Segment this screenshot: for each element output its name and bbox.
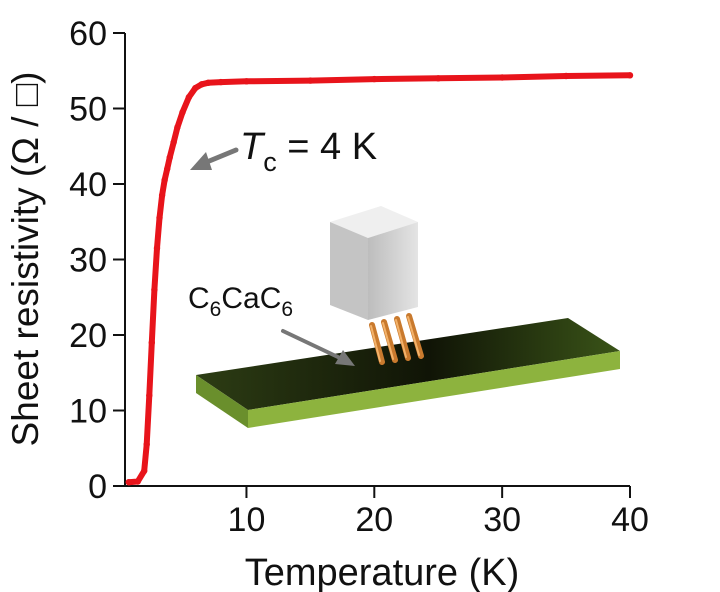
y-tick-label: 20: [69, 317, 107, 355]
data-point: [166, 154, 173, 161]
tc-annotation: Tc = 4 K: [190, 126, 377, 177]
data-point: [164, 165, 171, 173]
sample-label: C6CaC6: [188, 282, 293, 321]
probe-box-top: [330, 206, 418, 238]
data-point: [192, 84, 199, 92]
probe-pin-highlights: [370, 316, 420, 362]
x-tick-label: 30: [483, 501, 521, 539]
data-point: [170, 139, 177, 146]
x-tick-label: 20: [355, 501, 393, 539]
data-point: [153, 245, 161, 252]
x-axis-label: Temperature (K): [245, 552, 520, 592]
data-point: [371, 75, 378, 83]
data-point: [125, 479, 132, 486]
tc-subscript: c: [263, 147, 277, 177]
data-point: [146, 392, 153, 399]
data-point: [156, 214, 163, 222]
probe-pins: [369, 313, 424, 365]
data-point: [307, 77, 314, 84]
data-point: [204, 79, 212, 87]
probe-pin: [369, 322, 385, 365]
data-point: [626, 72, 634, 79]
data-point: [243, 78, 250, 85]
probe-pin: [381, 319, 398, 363]
y-tick-label: 30: [69, 242, 107, 280]
data-point: [161, 177, 168, 184]
data-point: [141, 467, 148, 475]
probe-pin: [394, 316, 411, 361]
sample-arrow-shaft: [281, 329, 342, 360]
probe-pin: [406, 313, 424, 359]
y-tick-label: 10: [69, 393, 107, 431]
y-tick-label: 60: [69, 15, 107, 53]
data-point: [174, 124, 181, 131]
substrate-side: [248, 351, 620, 428]
data-point: [198, 81, 205, 88]
tc-symbol: T: [240, 126, 266, 168]
substrate-top: [196, 318, 620, 410]
probe-box-front: [330, 222, 368, 320]
series-line: [125, 72, 633, 486]
y-axis-label: Sheet resistivity (Ω / □): [5, 72, 46, 447]
data-point: [562, 72, 570, 80]
data-point: [148, 339, 155, 346]
data-point: [435, 75, 442, 82]
data-point: [499, 74, 506, 81]
tc-arrow-head: [190, 152, 212, 170]
data-point: [158, 192, 166, 199]
data-point: [217, 78, 225, 86]
y-tick-label: 50: [69, 91, 107, 129]
y-ticks: 0 10 20 30 40 50 60: [69, 15, 125, 506]
y-tick-label: 40: [69, 166, 107, 204]
data-point: [134, 478, 141, 485]
probe-box-side: [368, 222, 418, 320]
sample-arrow-head: [335, 350, 355, 366]
sample-illustration: C6CaC6: [188, 206, 620, 428]
substrate-front: [196, 375, 248, 428]
data-point: [151, 286, 158, 293]
data-point: [185, 94, 193, 101]
x-ticks: 10 20 30 40: [228, 486, 649, 539]
data-point: [143, 441, 150, 448]
tc-value: = 4 K: [277, 126, 377, 168]
x-tick-label: 40: [611, 501, 649, 539]
series-layer: [125, 72, 634, 486]
data-point: [179, 109, 186, 116]
y-tick-label: 0: [88, 468, 107, 506]
tc-label: Tc = 4 K: [240, 126, 377, 177]
x-tick-label: 10: [228, 501, 266, 539]
